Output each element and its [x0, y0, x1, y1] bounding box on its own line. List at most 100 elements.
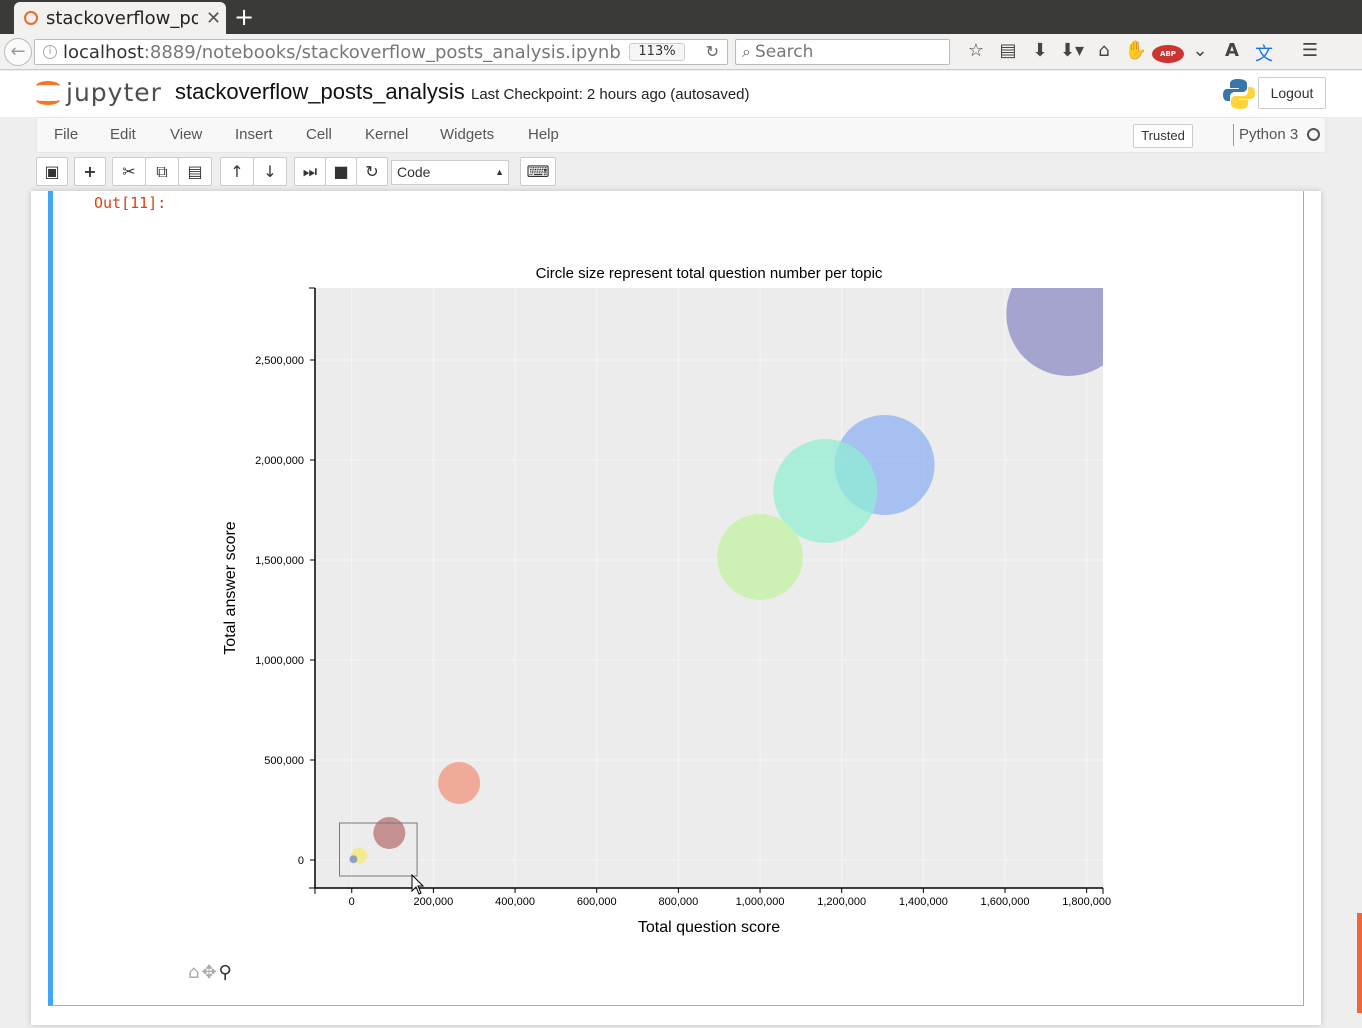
x-tick-label: 0: [349, 896, 355, 908]
info-icon[interactable]: i: [43, 45, 57, 59]
menu-insert[interactable]: Insert: [235, 126, 273, 143]
menu-kernel[interactable]: Kernel: [365, 126, 409, 143]
plus-icon: +: [83, 162, 97, 181]
jupyter-header: jupyter stackoverflow_posts_analysis Las…: [0, 71, 1362, 117]
home-icon[interactable]: ⌂: [1098, 40, 1110, 61]
save-icon: ▣: [44, 162, 60, 181]
adblock-icon[interactable]: ABP: [1152, 40, 1184, 66]
url-text: localhost:8889/notebooks/stackoverflow_p…: [63, 41, 621, 63]
bookmark-star-icon[interactable]: ☆: [967, 40, 985, 61]
menu-help[interactable]: Help: [528, 126, 559, 143]
selected-cell[interactable]: [48, 191, 1304, 1006]
x-tick-label: 800,000: [658, 896, 698, 908]
zoom-selection-box: [338, 822, 418, 877]
menu-cell[interactable]: Cell: [306, 126, 332, 143]
interrupt-button[interactable]: ■: [325, 157, 357, 186]
keyboard-icon: ⌨: [526, 162, 550, 181]
zoom-level[interactable]: 113%: [629, 43, 685, 61]
reload-icon[interactable]: ↻: [705, 42, 719, 61]
menu-bar: File Edit View Insert Cell Kernel Widget…: [36, 117, 1326, 153]
kernel-separator: [1233, 124, 1234, 146]
move-up-button[interactable]: ↑: [220, 157, 254, 186]
chart-title: Circle size represent total question num…: [536, 265, 883, 282]
arrow-up-icon: ↑: [230, 162, 244, 181]
browser-toolbar-icons: ☆ ▤ ⬇ ⬇▾ ⌂ ✋ ABP ⌄ A 文 ☰: [960, 40, 1326, 66]
new-tab-icon[interactable]: +: [234, 3, 255, 31]
scroll-indicator: [1357, 913, 1362, 1013]
jupyter-favicon-icon: [24, 11, 38, 25]
close-tab-icon[interactable]: ✕: [206, 7, 222, 29]
extension-icon[interactable]: ✋: [1124, 40, 1148, 61]
copy-icon: ⧉: [156, 162, 168, 181]
stop-icon: ■: [333, 162, 349, 181]
cut-button[interactable]: ✂: [112, 157, 146, 186]
cell-type-select[interactable]: Code▲▼: [391, 160, 509, 200]
font-extension-icon[interactable]: A: [1225, 40, 1239, 61]
checkpoint-status: Last Checkpoint: 2 hours ago (autosaved): [471, 86, 750, 103]
tab-title: stackoverflow_posts_analysis: [46, 7, 198, 29]
step-forward-icon: ⏭: [302, 162, 318, 181]
run-button[interactable]: ⏭: [294, 157, 326, 186]
home-icon[interactable]: ⌂: [188, 962, 200, 983]
logout-button[interactable]: Logout: [1258, 77, 1326, 109]
y-tick-label: 1,500,000: [255, 555, 304, 567]
back-arrow-icon[interactable]: ←: [4, 38, 32, 66]
command-palette-button[interactable]: ⌨: [520, 157, 556, 186]
pan-icon[interactable]: ✥: [201, 962, 217, 983]
browser-tab-bar: stackoverflow_posts_analysis ✕ +: [0, 0, 1362, 34]
scissors-icon: ✂: [122, 162, 136, 181]
jupyter-logo-icon: [34, 77, 62, 107]
copy-button[interactable]: ⧉: [145, 157, 179, 186]
notebook-name[interactable]: stackoverflow_posts_analysis: [175, 79, 465, 104]
bubble-point[interactable]: [373, 817, 406, 849]
arrow-down-icon: ↓: [263, 162, 277, 181]
y-axis-label: Total answer score: [222, 521, 239, 654]
y-tick-label: 0: [298, 855, 304, 867]
reading-list-icon[interactable]: ▤: [999, 40, 1017, 61]
x-tick-label: 1,400,000: [899, 896, 948, 908]
insert-cell-button[interactable]: +: [74, 157, 106, 186]
kernel-name: Python 3: [1239, 126, 1299, 143]
bubble-point[interactable]: [349, 855, 358, 864]
output-prompt: Out[11]:: [94, 194, 167, 212]
browser-search-input[interactable]: ⌕ Search: [735, 39, 950, 65]
paste-button[interactable]: ▤: [178, 157, 212, 186]
search-icon: ⌕: [742, 42, 751, 61]
menu-widgets[interactable]: Widgets: [440, 126, 495, 143]
menu-view[interactable]: View: [170, 126, 203, 143]
url-bar[interactable]: i localhost:8889/notebooks/stackoverflow…: [34, 39, 728, 65]
x-tick-label: 1,600,000: [981, 896, 1030, 908]
chart-toolbar: ⌂ ✥ ⚲: [188, 962, 232, 983]
menu-file[interactable]: File: [54, 126, 79, 143]
browser-tab[interactable]: stackoverflow_posts_analysis ✕: [14, 2, 226, 34]
save-button[interactable]: ▣: [36, 157, 68, 186]
zoom-magnifier-icon[interactable]: ⚲: [218, 962, 232, 983]
y-tick-label: 2,000,000: [255, 455, 304, 467]
trusted-indicator[interactable]: Trusted: [1133, 124, 1193, 148]
bubble-point[interactable]: [773, 439, 878, 543]
downloads-icon[interactable]: ⬇: [1032, 40, 1048, 61]
move-down-button[interactable]: ↓: [253, 157, 287, 186]
x-tick-label: 600,000: [577, 896, 617, 908]
translate-icon[interactable]: 文: [1255, 44, 1273, 65]
bubble-point[interactable]: [1006, 252, 1130, 376]
bubble-point[interactable]: [438, 762, 481, 804]
pocket-icon[interactable]: ⬇▾: [1059, 40, 1085, 61]
jupyter-logo[interactable]: jupyter: [34, 77, 162, 107]
y-tick-label: 500,000: [264, 755, 304, 767]
browser-nav-bar: ← i localhost:8889/notebooks/stackoverfl…: [0, 34, 1362, 70]
restart-button[interactable]: ↻: [356, 157, 388, 186]
kernel-status-icon: [1307, 128, 1320, 141]
menu-edit[interactable]: Edit: [110, 126, 136, 143]
dropdown-icon[interactable]: ⌄: [1192, 40, 1208, 61]
x-tick-label: 1,800,000: [1062, 896, 1111, 908]
x-tick-label: 200,000: [414, 896, 454, 908]
menu-hamburger-icon[interactable]: ☰: [1301, 40, 1319, 61]
python-logo-icon: [1223, 79, 1255, 109]
y-tick-label: 1,000,000: [255, 655, 304, 667]
bubble-point[interactable]: [717, 514, 804, 600]
y-tick-label: 2,500,000: [255, 355, 304, 367]
x-tick-label: 1,200,000: [817, 896, 866, 908]
restart-icon: ↻: [365, 162, 379, 181]
bubble-chart[interactable]: 0 200,000 400,000 600,000 800,000 1,000,000 1,…: [180, 250, 1140, 940]
